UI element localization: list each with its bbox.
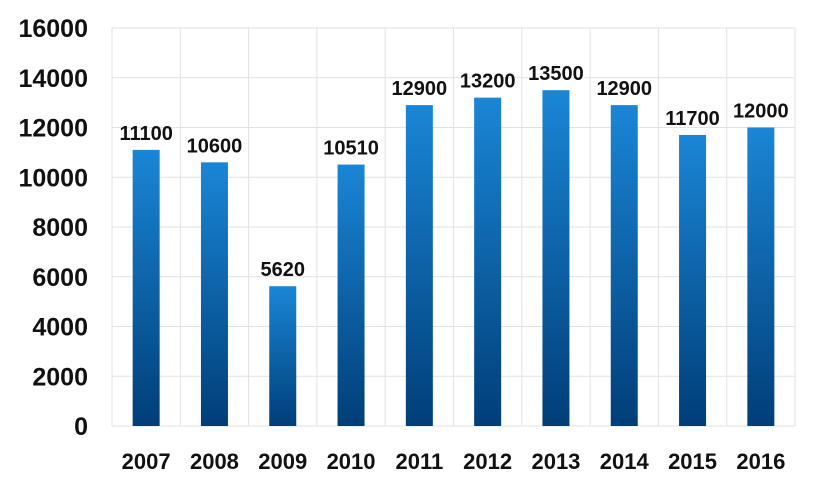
- data-labels: 11100 10600 5620 10510 12900 13200 13500 12900 1…: [119, 63, 788, 281]
- bar-2010: [337, 164, 365, 426]
- x-tick-label-2014: 2014: [600, 449, 650, 474]
- bar-2014: [610, 105, 638, 427]
- data-label-2012: 13200: [460, 71, 516, 93]
- x-axis-ticks: 2007 2008 2009 2010 2011 2012 2013 2014 2015 2016: [122, 449, 786, 474]
- x-tick-label-2011: 2011: [395, 449, 443, 474]
- y-tick-label: 8000: [32, 214, 88, 242]
- y-tick-label: 12000: [18, 115, 88, 143]
- data-label-2007: 11100: [119, 123, 172, 145]
- bar-2016: [747, 127, 775, 426]
- bar-2007: [132, 149, 160, 426]
- y-tick-label: 16000: [18, 15, 88, 43]
- bar-2013: [542, 90, 570, 426]
- data-label-2011: 12900: [392, 78, 448, 100]
- bar-2008: [200, 162, 228, 426]
- y-tick-label: 2000: [32, 363, 88, 391]
- y-tick-label: 0: [74, 413, 88, 441]
- x-tick-label-2016: 2016: [736, 449, 785, 474]
- data-label-2013: 13500: [528, 63, 584, 85]
- x-tick-label-2015: 2015: [668, 449, 717, 474]
- data-label-2014: 12900: [596, 78, 652, 100]
- data-label-2010: 10510: [323, 138, 379, 160]
- data-label-2015: 11700: [665, 108, 720, 130]
- x-tick-label-2013: 2013: [531, 449, 580, 474]
- x-tick-label-2010: 2010: [327, 449, 376, 474]
- bars: [132, 90, 775, 427]
- bar-2012: [474, 97, 502, 427]
- x-tick-label-2008: 2008: [190, 449, 239, 474]
- bar-2015: [679, 134, 707, 426]
- data-label-2009: 5620: [261, 259, 306, 281]
- data-label-2016: 12000: [733, 101, 789, 123]
- x-tick-label-2007: 2007: [122, 449, 171, 474]
- y-tick-label: 10000: [18, 164, 88, 192]
- y-tick-label: 4000: [32, 314, 88, 342]
- bar-2009: [269, 286, 297, 426]
- data-label-2008: 10600: [187, 135, 243, 157]
- x-tick-label-2012: 2012: [463, 449, 512, 474]
- y-axis-ticks: 0 2000 4000 6000 8000 10000 12000 14000 16000: [18, 15, 88, 441]
- y-tick-label: 14000: [18, 65, 88, 93]
- x-tick-label-2009: 2009: [258, 449, 307, 474]
- y-tick-label: 6000: [32, 264, 88, 292]
- bar-2011: [405, 105, 433, 427]
